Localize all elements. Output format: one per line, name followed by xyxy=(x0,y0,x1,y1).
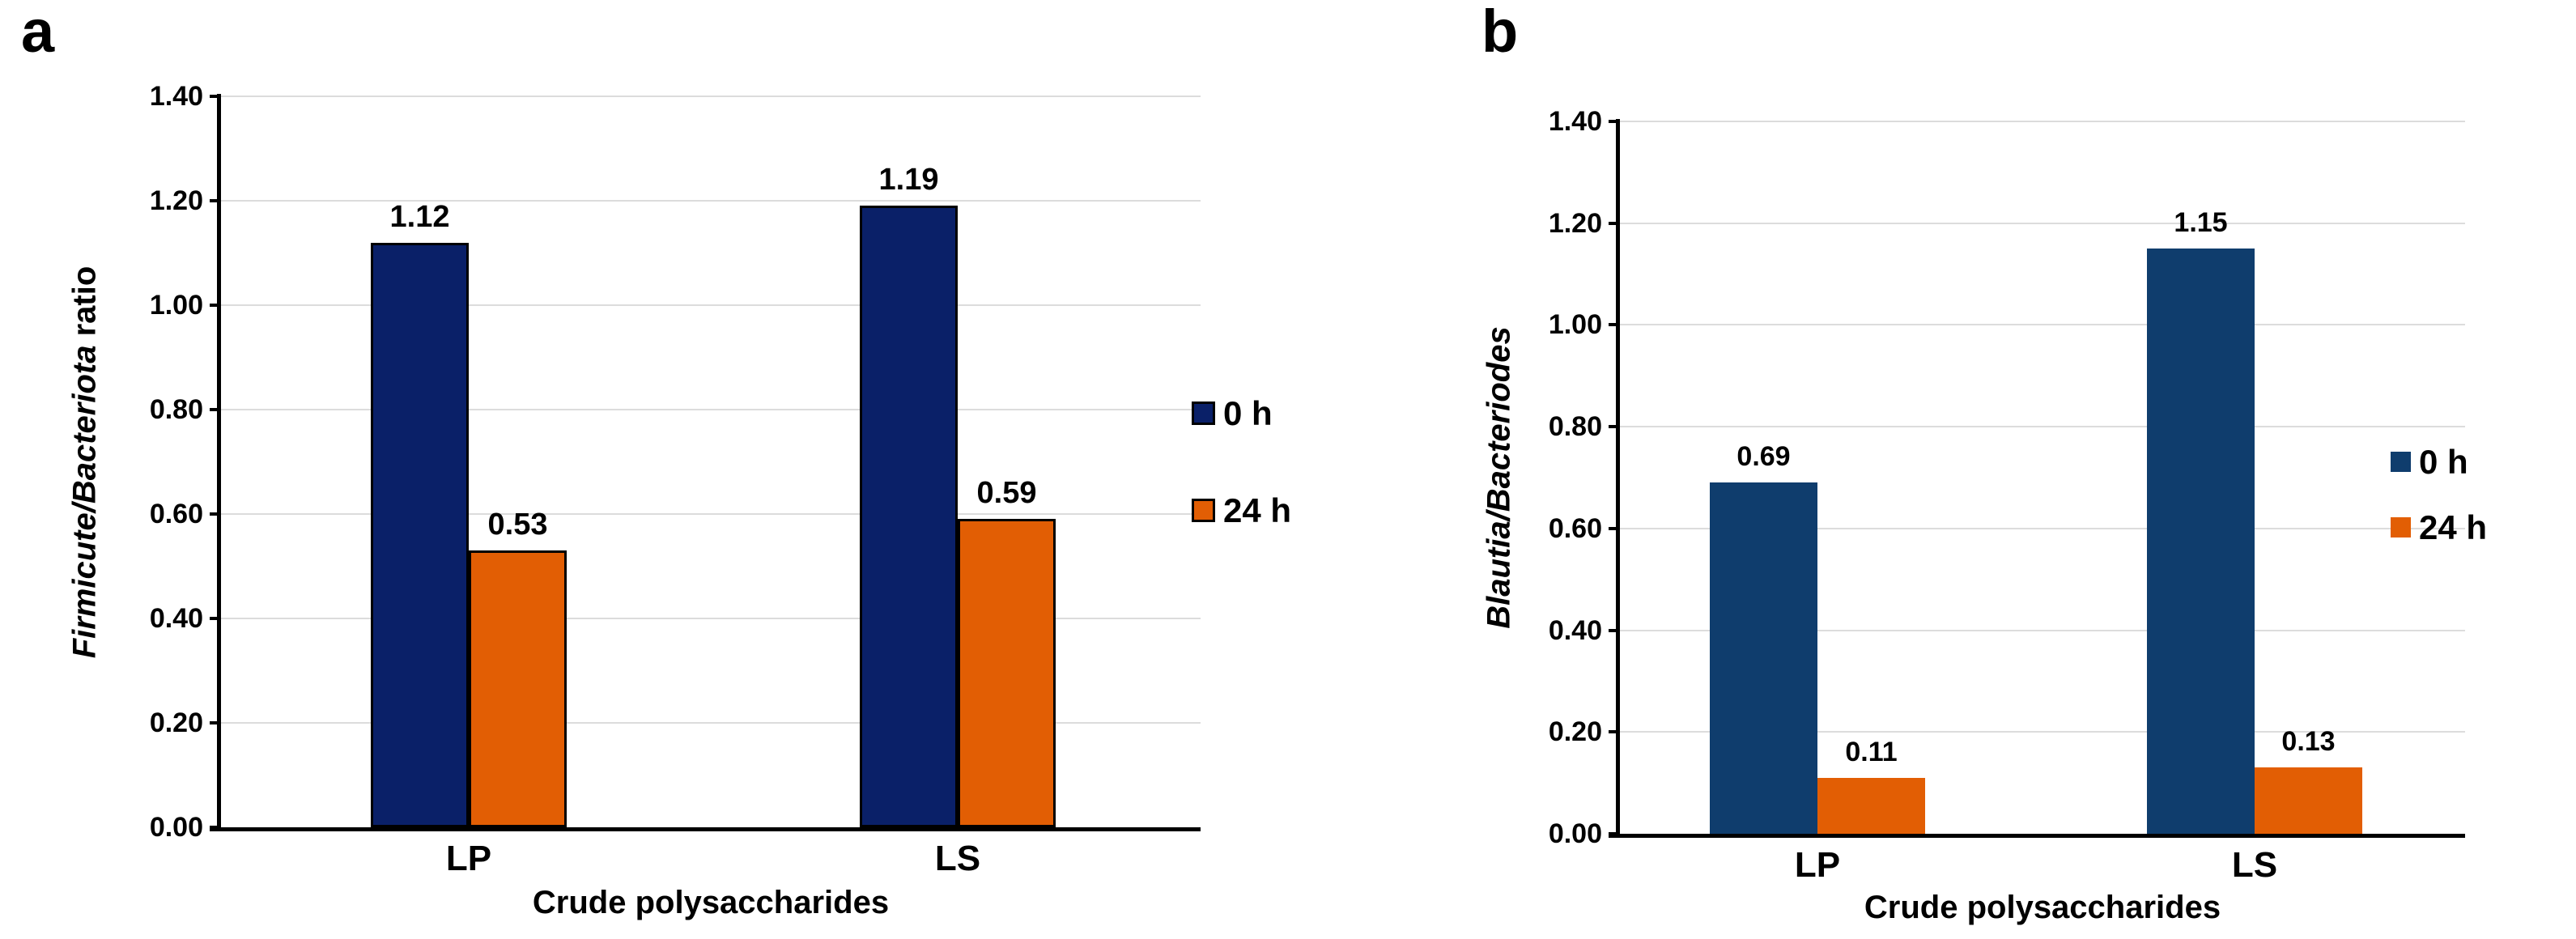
y-axis-title-italic-part: Blautia/Bacteriodes xyxy=(1481,326,1517,629)
legend-label-24h: 24 h xyxy=(1223,491,1292,529)
legend-swatch-0h xyxy=(1192,402,1215,425)
y-axis-title: Blautia/Bacteriodes xyxy=(1481,326,1518,628)
bar-value-label: 0.53 xyxy=(487,508,548,542)
y-tick-mark xyxy=(1609,425,1620,429)
bar-value-label: 1.15 xyxy=(2174,207,2228,238)
gridline xyxy=(221,513,1201,515)
bar-LP-24h xyxy=(1817,778,1925,834)
y-axis-title-italic-part: Firmicute/Bacteriota xyxy=(66,345,103,658)
y-tick-mark xyxy=(210,304,221,307)
bar-value-label: 0.11 xyxy=(1845,737,1898,767)
y-tick-mark xyxy=(1609,730,1620,734)
y-tick-label: 0.60 xyxy=(1548,512,1602,544)
y-tick-label: 0.40 xyxy=(149,603,203,634)
x-axis-title: Crude polysaccharides xyxy=(532,885,890,920)
gridline xyxy=(1620,629,2465,631)
x-tick-label-LS: LS xyxy=(2231,845,2278,885)
gridline xyxy=(1620,324,2465,326)
bar-value-label: 1.12 xyxy=(389,200,450,234)
y-tick-mark xyxy=(1609,628,1620,632)
legend-swatch-24h xyxy=(2391,517,2411,537)
bar-value-label: 0.69 xyxy=(1736,441,1791,472)
y-tick-label: 0.40 xyxy=(1548,614,1602,646)
gridline xyxy=(221,304,1201,306)
gridline xyxy=(1620,731,2465,733)
bar-LS-0h xyxy=(860,206,958,827)
gridline xyxy=(1620,222,2465,224)
y-tick-label: 1.20 xyxy=(149,185,203,216)
x-axis-line xyxy=(1609,834,2465,838)
y-tick-label: 1.00 xyxy=(1548,309,1602,341)
y-tick-label: 1.40 xyxy=(1548,106,1602,137)
y-tick-mark xyxy=(210,721,221,724)
y-axis-line xyxy=(1616,119,1620,838)
y-tick-mark xyxy=(1609,120,1620,123)
legend-swatch-24h xyxy=(1192,499,1215,522)
bar-value-label: 0.59 xyxy=(976,476,1037,510)
gridline xyxy=(1620,426,2465,428)
y-tick-label: 0.20 xyxy=(149,707,203,738)
x-tick-label-LS: LS xyxy=(934,839,981,878)
gridline xyxy=(221,96,1201,97)
y-tick-label: 0.00 xyxy=(149,812,203,843)
bar-LP-0h xyxy=(371,243,469,827)
y-tick-mark xyxy=(210,512,221,516)
legend-label-0h: 0 h xyxy=(1223,393,1273,432)
x-tick-label-LP: LP xyxy=(445,839,492,878)
legend-swatch-0h xyxy=(2391,452,2411,472)
bar-value-label: 1.19 xyxy=(878,163,939,197)
y-tick-label: 0.60 xyxy=(149,499,203,529)
x-tick-label-LP: LP xyxy=(1794,845,1841,885)
y-axis-line xyxy=(217,94,221,831)
bar-LS-24h xyxy=(958,519,1056,827)
gridline xyxy=(1620,527,2465,529)
bar-LS-24h xyxy=(2255,767,2362,834)
y-tick-label: 0.00 xyxy=(1548,818,1602,849)
y-axis-title-regular-part: ratio xyxy=(66,266,103,346)
y-tick-mark xyxy=(210,408,221,411)
legend-label-24h: 24 h xyxy=(2419,508,2488,546)
gridline xyxy=(221,618,1201,619)
y-tick-mark xyxy=(1609,221,1620,225)
y-tick-label: 1.40 xyxy=(149,81,203,112)
y-tick-mark xyxy=(210,617,221,620)
gridline xyxy=(221,409,1201,410)
y-tick-label: 1.00 xyxy=(149,290,203,321)
x-axis-title: Crude polysaccharides xyxy=(1864,890,2221,925)
y-tick-label: 0.20 xyxy=(1548,716,1602,748)
y-tick-label: 0.80 xyxy=(149,394,203,425)
bar-LP-24h xyxy=(469,550,567,827)
y-tick-label: 0.80 xyxy=(1548,411,1602,443)
bar-value-label: 0.13 xyxy=(2281,726,2336,757)
y-axis-title: Firmicute/Bacteriota ratio xyxy=(67,266,104,658)
panel-label-a: a xyxy=(21,0,55,65)
gridline xyxy=(1620,121,2465,122)
gridline xyxy=(221,200,1201,202)
gridline xyxy=(221,722,1201,724)
y-tick-label: 1.20 xyxy=(1548,207,1602,239)
y-tick-mark xyxy=(1609,323,1620,327)
bar-LP-0h xyxy=(1710,482,1817,834)
y-tick-mark xyxy=(210,95,221,98)
panel-label-b: b xyxy=(1481,0,1519,65)
bar-LS-0h xyxy=(2147,249,2255,834)
y-tick-mark xyxy=(210,199,221,202)
y-tick-mark xyxy=(1609,526,1620,530)
legend-label-0h: 0 h xyxy=(2419,442,2468,481)
x-axis-line xyxy=(210,827,1201,831)
